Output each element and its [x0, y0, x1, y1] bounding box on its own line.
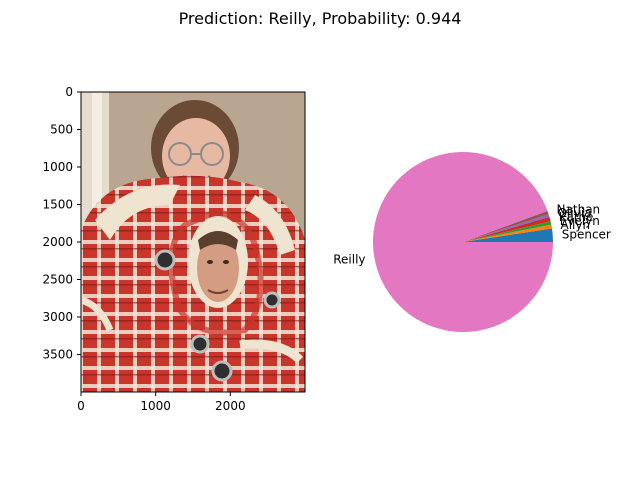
- pie-slice-spencer: [463, 228, 553, 242]
- pie-chart: [373, 152, 553, 333]
- figure-title: Prediction: Reilly, Probability: 0.944: [179, 9, 462, 28]
- image-y-ticks: 0 500 1000 1500 2000 2500 3000 3500: [42, 85, 81, 362]
- pie-slice-kathe: [463, 216, 551, 242]
- y-tick-label: 1500: [42, 198, 73, 212]
- x-tick-label: 2000: [215, 399, 246, 413]
- pie-label: Olivia: [558, 206, 592, 220]
- pie-slice-olivia: [463, 214, 550, 242]
- y-tick-label: 3500: [42, 348, 73, 362]
- y-tick-label: 1000: [42, 160, 73, 174]
- y-tick-label: 2000: [42, 235, 73, 249]
- pie-label: Nathan: [557, 203, 601, 217]
- pie-label: Evelyn: [560, 214, 600, 228]
- pie-slice-reilly: [373, 152, 553, 333]
- image-axes: 0 1000 2000 0 500 1000 1500 2000 2500 3000 3500: [42, 85, 306, 413]
- pie-label: Reilly: [333, 252, 365, 266]
- y-tick-label: 3000: [42, 310, 73, 324]
- image-x-ticks: 0 1000 2000: [77, 392, 246, 413]
- pie-label: Allyn: [561, 218, 591, 232]
- pie-slice-evelyn: [463, 221, 552, 242]
- pie-label: Spencer: [562, 228, 611, 242]
- y-tick-label: 500: [50, 123, 73, 137]
- x-tick-label: 0: [77, 399, 85, 413]
- pie-slice-nathan: [463, 210, 549, 242]
- pie-label: Kathe: [559, 210, 594, 224]
- y-tick-label: 0: [65, 85, 73, 99]
- y-tick-label: 2500: [42, 273, 73, 287]
- pie-slice-allyn: [463, 224, 552, 242]
- photo: [81, 92, 305, 392]
- x-tick-label: 1000: [140, 399, 171, 413]
